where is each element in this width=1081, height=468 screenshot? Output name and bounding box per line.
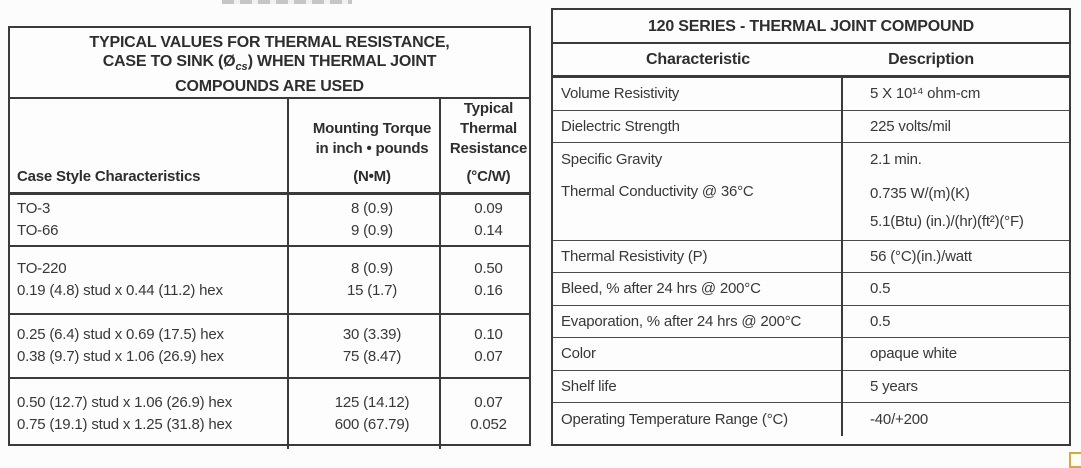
row-group: TO-220 8 (0.9) 0.50 0.19 (4.8) stud x 0.…	[10, 245, 529, 313]
row-group: TO-3 8 (0.9) 0.09 TO-66 9 (0.9) 0.14	[10, 195, 529, 245]
header-description: Description	[888, 50, 974, 68]
table-row: 0.75 (19.1) stud x 1.25 (31.8) hex 600 (…	[10, 414, 529, 436]
table-row: TO-66 9 (0.9) 0.14	[10, 220, 529, 242]
torque-cell: 600 (67.79)	[334, 416, 410, 433]
description-cell: 2.1 min.	[870, 150, 922, 168]
annotation-marker	[1069, 452, 1081, 468]
cropped-text-fragment	[222, 0, 352, 4]
right-table-header-row: Characteristic Description	[553, 44, 1069, 78]
description-cell: 0.735 W/(m)(K) 5.1(Btu) (in.)/(hr)(ft²)(…	[870, 184, 1024, 230]
joint-compound-table: 120 SERIES - THERMAL JOINT COMPOUND Char…	[551, 8, 1071, 446]
description-cell: 225 volts/mil	[870, 117, 951, 135]
table-row: Evaporation, % after 24 hrs @ 200°C 0.5	[553, 306, 1069, 338]
description-cell: 5 X 10¹⁴ ohm-cm	[870, 85, 981, 103]
thermal-resistance-table-title: TYPICAL VALUES FOR THERMAL RESISTANCE, C…	[10, 28, 529, 99]
header-thermal-resistance: Typical Thermal Resistance (°C/W)	[449, 100, 528, 185]
characteristic-cell: Bleed, % after 24 hrs @ 200°C	[561, 280, 761, 298]
table-row: Bleed, % after 24 hrs @ 200°C 0.5	[553, 273, 1069, 306]
case-cell: 0.75 (19.1) stud x 1.25 (31.8) hex	[17, 416, 232, 433]
table-row: Volume Resistivity 5 X 10¹⁴ ohm-cm	[553, 78, 1069, 111]
case-cell: 0.19 (4.8) stud x 0.44 (11.2) hex	[17, 282, 223, 299]
characteristic-cell: Color	[561, 345, 596, 363]
table-row: 0.38 (9.7) stud x 1.06 (26.9) hex 75 (8.…	[10, 346, 529, 368]
theta-cs-subscript: cs	[235, 61, 248, 73]
column-divider	[841, 78, 843, 436]
table-row: TO-3 8 (0.9) 0.09	[10, 198, 529, 220]
table-row: Dielectric Strength 225 volts/mil	[553, 111, 1069, 143]
torque-cell: 125 (14.12)	[334, 394, 410, 411]
resistance-cell: 0.50	[474, 260, 503, 277]
torque-cell: 8 (0.9)	[351, 200, 393, 217]
characteristic-cell: Operating Temperature Range (°C)	[561, 410, 788, 428]
characteristic-cell: Dielectric Strength	[561, 117, 680, 135]
resistance-cell: 0.052	[470, 416, 507, 433]
resistance-cell: 0.14	[474, 222, 503, 239]
case-cell: TO-66	[17, 222, 59, 239]
description-cell: 0.5	[870, 280, 891, 298]
row-group: 0.25 (6.4) stud x 0.69 (17.5) hex 30 (3.…	[10, 313, 529, 377]
characteristic-cell: Thermal Conductivity @ 36°C	[561, 182, 754, 200]
table-row: Specific Gravity 2.1 min.	[553, 143, 1069, 176]
characteristic-cell: Specific Gravity	[561, 150, 662, 168]
case-cell: TO-220	[17, 260, 67, 277]
resistance-cell: 0.07	[474, 348, 503, 365]
characteristic-cell: Thermal Resistivity (P)	[561, 247, 708, 265]
table-row: 0.50 (12.7) stud x 1.06 (26.9) hex 125 (…	[10, 392, 529, 414]
description-cell: -40/+200	[870, 410, 929, 428]
joint-compound-table-title: 120 SERIES - THERMAL JOINT COMPOUND	[553, 10, 1069, 44]
thermal-resistance-table: TYPICAL VALUES FOR THERMAL RESISTANCE, C…	[8, 26, 531, 449]
table-row: Shelf life 5 years	[553, 371, 1069, 403]
title-line-2: CASE TO SINK (Øcs) WHEN THERMAL JOINT	[102, 53, 437, 73]
characteristic-cell: Shelf life	[561, 377, 617, 395]
description-cell: 0.5	[870, 312, 891, 330]
table-row: Thermal Resistivity (P) 56 (°C)(in.)/wat…	[553, 241, 1069, 273]
left-table-body: TO-3 8 (0.9) 0.09 TO-66 9 (0.9) 0.14 TO-…	[10, 195, 529, 449]
table-row: 0.25 (6.4) stud x 0.69 (17.5) hex 30 (3.…	[10, 324, 529, 346]
torque-cell: 30 (3.39)	[342, 326, 402, 343]
description-cell: 56 (°C)(in.)/watt	[870, 247, 972, 265]
header-mounting-torque: Mounting Torque in inch • pounds (N•M)	[312, 120, 432, 185]
torque-cell: 75 (8.47)	[342, 348, 402, 365]
description-cell: 5 years	[870, 377, 918, 395]
torque-cell: 8 (0.9)	[351, 260, 393, 277]
case-cell: TO-3	[17, 200, 51, 217]
table-row: TO-220 8 (0.9) 0.50	[10, 258, 529, 280]
characteristic-cell: Evaporation, % after 24 hrs @ 200°C	[561, 312, 802, 330]
case-cell: 0.25 (6.4) stud x 0.69 (17.5) hex	[17, 326, 224, 343]
table-row: Operating Temperature Range (°C) -40/+20…	[553, 403, 1069, 436]
header-characteristic: Characteristic	[646, 50, 750, 68]
row-group: 0.50 (12.7) stud x 1.06 (26.9) hex 125 (…	[10, 377, 529, 449]
case-cell: 0.50 (12.7) stud x 1.06 (26.9) hex	[17, 394, 232, 411]
right-table-body: Volume Resistivity 5 X 10¹⁴ ohm-cm Diele…	[553, 78, 1069, 436]
case-cell: 0.38 (9.7) stud x 1.06 (26.9) hex	[17, 348, 224, 365]
table-row: Color opaque white	[553, 338, 1069, 371]
title-line-1: TYPICAL VALUES FOR THERMAL RESISTANCE,	[89, 34, 450, 51]
resistance-cell: 0.10	[474, 326, 503, 343]
resistance-cell: 0.09	[474, 200, 503, 217]
left-table-header-row: Case Style Characteristics Mounting Torq…	[10, 99, 529, 195]
resistance-cell: 0.16	[474, 282, 503, 299]
column-divider	[439, 99, 441, 449]
column-divider	[287, 99, 289, 449]
header-case-style: Case Style Characteristics	[17, 168, 201, 185]
table-row: 0.19 (4.8) stud x 0.44 (11.2) hex 15 (1.…	[10, 280, 529, 302]
torque-cell: 9 (0.9)	[351, 222, 393, 239]
description-cell: opaque white	[870, 345, 957, 363]
table-row: Thermal Conductivity @ 36°C 0.735 W/(m)(…	[553, 176, 1069, 241]
torque-cell: 15 (1.7)	[346, 282, 398, 299]
title-line-3: COMPOUNDS ARE USED	[175, 78, 364, 95]
characteristic-cell: Volume Resistivity	[561, 85, 680, 103]
resistance-cell: 0.07	[474, 394, 503, 411]
